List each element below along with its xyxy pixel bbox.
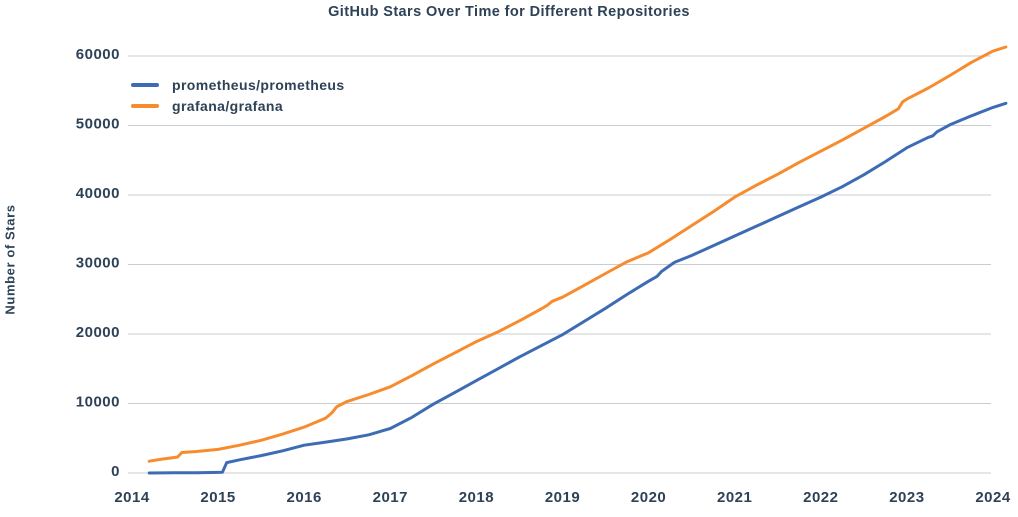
x-tick-label: 2024 (975, 489, 1011, 506)
y-tick-label: 10000 (76, 394, 120, 411)
x-tick-label: 2023 (889, 489, 924, 506)
x-tick-label: 2020 (631, 489, 666, 506)
chart-title: GitHub Stars Over Time for Different Rep… (328, 4, 690, 20)
y-tick-label: 60000 (76, 46, 120, 63)
prometheus-line-swatch (131, 82, 159, 87)
series-line-prometheus (147, 101, 1008, 475)
y-tick-label: 40000 (76, 185, 120, 202)
series-line-grafana (147, 45, 1008, 463)
x-tick-label: 2018 (459, 489, 494, 506)
x-tick-label: 2022 (803, 489, 838, 506)
x-tick-label: 2021 (717, 489, 752, 506)
legend-label-prometheus: prometheus/prometheus (172, 76, 345, 93)
grafana-line-swatch (131, 103, 159, 108)
legend: prometheus/prometheus grafana/grafana (131, 74, 345, 116)
y-tick-label: 0 (111, 463, 120, 480)
y-tick-label: 50000 (76, 116, 120, 133)
legend-item-grafana: grafana/grafana (131, 95, 345, 116)
y-tick-label: 20000 (76, 324, 120, 341)
x-tick-label: 2016 (287, 489, 322, 506)
y-tick-label: 30000 (76, 255, 120, 272)
x-tick-label: 2015 (200, 489, 235, 506)
legend-label-grafana: grafana/grafana (172, 97, 284, 114)
x-tick-label: 2017 (373, 489, 408, 506)
legend-item-prometheus: prometheus/prometheus (131, 74, 345, 95)
x-tick-label: 2019 (545, 489, 580, 506)
x-tick-label: 2014 (114, 489, 150, 506)
